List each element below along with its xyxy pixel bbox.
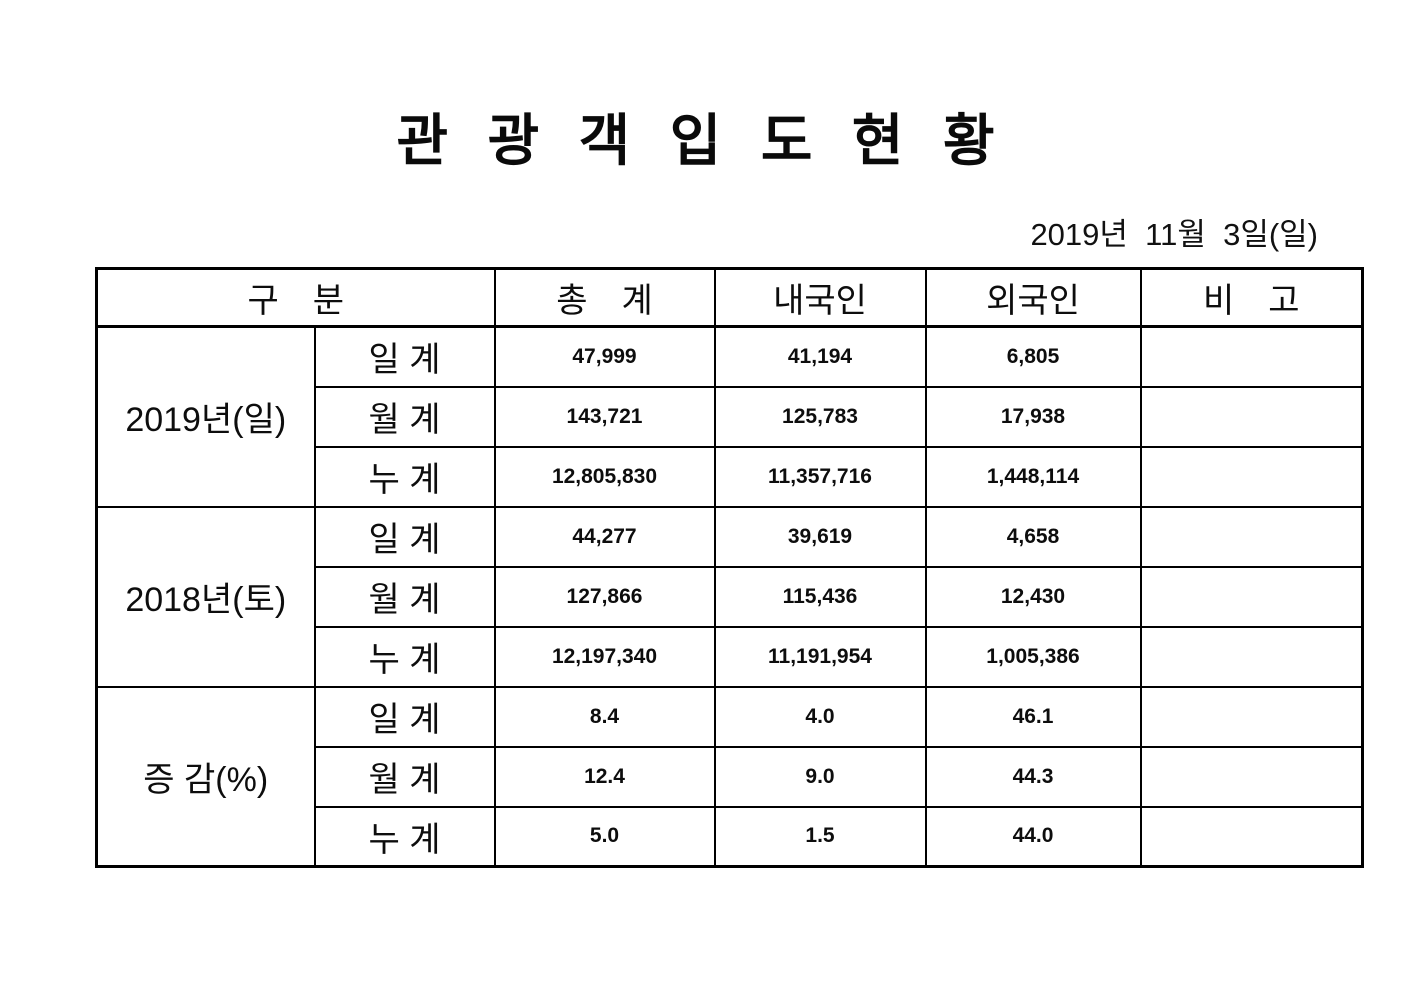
note-cell bbox=[1139, 445, 1364, 508]
header-note: 비 고 bbox=[1139, 267, 1364, 328]
sub-label: 누 계 bbox=[313, 445, 496, 508]
total-value: 12,805,830 bbox=[493, 445, 716, 508]
foreign-value: 12,430 bbox=[924, 565, 1142, 628]
sub-label: 누 계 bbox=[313, 805, 496, 868]
domestic-value: 9.0 bbox=[713, 745, 927, 808]
table-row: 2019년(일) 일 계 47,999 41,194 6,805 bbox=[95, 325, 1364, 508]
sub-label: 월 계 bbox=[313, 385, 496, 448]
sub-label: 일 계 bbox=[313, 685, 496, 748]
report-date: 2019년 11월 3일(일) bbox=[1030, 217, 1318, 252]
header-category: 구 분 bbox=[95, 267, 496, 328]
header-domestic: 내국인 bbox=[713, 267, 927, 328]
foreign-value: 4,658 bbox=[924, 505, 1142, 568]
note-cell bbox=[1139, 625, 1364, 688]
foreign-value: 6,805 bbox=[924, 325, 1142, 388]
table-row: 누 계 12,197,340 11,191,954 1,005,386 bbox=[97, 625, 1364, 688]
domestic-value: 115,436 bbox=[713, 565, 927, 628]
total-value: 127,866 bbox=[493, 565, 716, 628]
total-value: 12.4 bbox=[493, 745, 716, 808]
foreign-value: 1,448,114 bbox=[924, 445, 1142, 508]
table-row: 월 계 127,866 115,436 12,430 bbox=[97, 565, 1364, 628]
sub-label: 월 계 bbox=[313, 565, 496, 628]
domestic-value: 125,783 bbox=[713, 385, 927, 448]
page-title: 관 광 객 입 도 현 황 bbox=[396, 109, 1007, 172]
table-row: 누 계 12,805,830 11,357,716 1,448,114 bbox=[97, 445, 1364, 508]
domestic-value: 39,619 bbox=[713, 505, 927, 568]
tourist-arrivals-table: 구 분 총 계 내국인 외국인 비 고 2019년(일) 일 계 47,999 … bbox=[95, 267, 1364, 868]
note-cell bbox=[1139, 565, 1364, 628]
note-cell bbox=[1139, 685, 1364, 748]
note-cell bbox=[1139, 745, 1364, 808]
domestic-value: 11,191,954 bbox=[713, 625, 927, 688]
foreign-value: 44.0 bbox=[924, 805, 1142, 868]
table-row: 월 계 143,721 125,783 17,938 bbox=[97, 385, 1364, 448]
domestic-value: 11,357,716 bbox=[713, 445, 927, 508]
header-foreign: 외국인 bbox=[924, 267, 1142, 328]
total-value: 12,197,340 bbox=[493, 625, 716, 688]
header-total: 총 계 bbox=[493, 267, 716, 328]
domestic-value: 1.5 bbox=[713, 805, 927, 868]
total-value: 8.4 bbox=[493, 685, 716, 748]
note-cell bbox=[1139, 805, 1364, 868]
foreign-value: 1,005,386 bbox=[924, 625, 1142, 688]
total-value: 47,999 bbox=[493, 325, 716, 388]
table-row: 누 계 5.0 1.5 44.0 bbox=[97, 805, 1364, 868]
total-value: 44,277 bbox=[493, 505, 716, 568]
total-value: 5.0 bbox=[493, 805, 716, 868]
table-row: 월 계 12.4 9.0 44.3 bbox=[97, 745, 1364, 808]
foreign-value: 44.3 bbox=[924, 745, 1142, 808]
foreign-value: 46.1 bbox=[924, 685, 1142, 748]
total-value: 143,721 bbox=[493, 385, 716, 448]
group-label-change: 증 감(%) bbox=[95, 685, 316, 868]
table-header-row: 구 분 총 계 내국인 외국인 비 고 bbox=[95, 267, 1364, 328]
sub-label: 일 계 bbox=[313, 505, 496, 568]
note-cell bbox=[1139, 325, 1364, 388]
group-label-2019: 2019년(일) bbox=[95, 325, 316, 508]
sub-label: 누 계 bbox=[313, 625, 496, 688]
note-cell bbox=[1139, 385, 1364, 448]
sub-label: 일 계 bbox=[313, 325, 496, 388]
table-row: 증 감(%) 일 계 8.4 4.0 46.1 bbox=[95, 685, 1364, 868]
domestic-value: 4.0 bbox=[713, 685, 927, 748]
note-cell bbox=[1139, 505, 1364, 568]
foreign-value: 17,938 bbox=[924, 385, 1142, 448]
table-row: 2018년(토) 일 계 44,277 39,619 4,658 bbox=[95, 505, 1364, 688]
group-label-2018: 2018년(토) bbox=[95, 505, 316, 688]
sub-label: 월 계 bbox=[313, 745, 496, 808]
domestic-value: 41,194 bbox=[713, 325, 927, 388]
